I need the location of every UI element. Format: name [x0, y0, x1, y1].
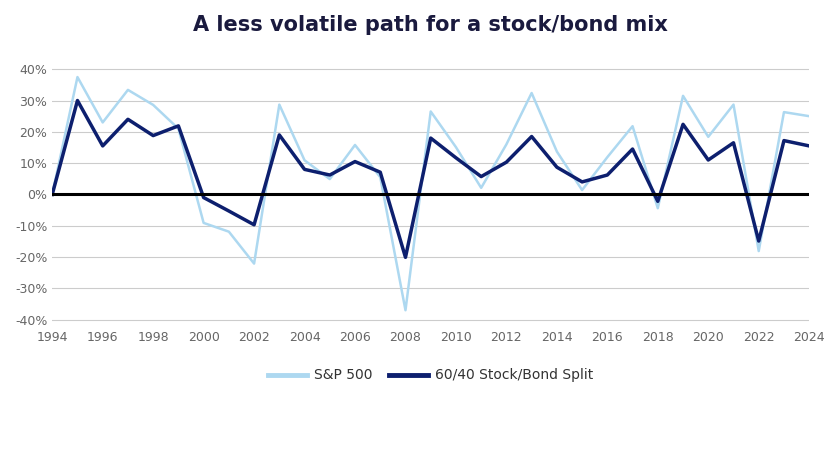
Legend: S&P 500, 60/40 Stock/Bond Split: S&P 500, 60/40 Stock/Bond Split — [263, 362, 599, 388]
Title: A less volatile path for a stock/bond mix: A less volatile path for a stock/bond mi… — [193, 15, 668, 35]
